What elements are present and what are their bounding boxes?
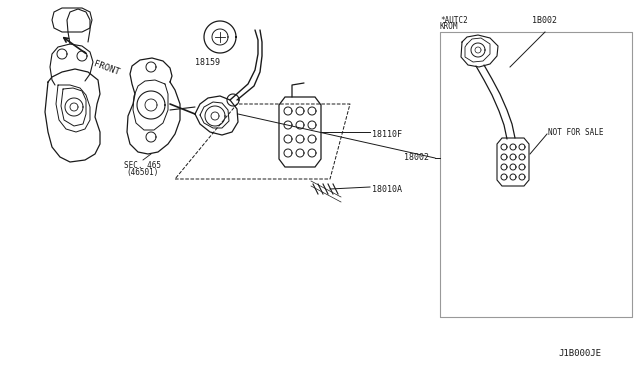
Text: (46501): (46501)	[127, 167, 159, 176]
Text: 18159: 18159	[195, 58, 221, 67]
Text: NOT FOR SALE: NOT FOR SALE	[548, 128, 604, 137]
Text: FRONT: FRONT	[92, 59, 120, 77]
Text: 18010A: 18010A	[372, 185, 402, 193]
Text: KROM: KROM	[440, 22, 458, 31]
Text: SEC. 465: SEC. 465	[125, 160, 161, 170]
Text: J1B000JE: J1B000JE	[559, 350, 602, 359]
Text: *AUTC2: *AUTC2	[440, 16, 468, 25]
Text: 18110F: 18110F	[372, 129, 402, 138]
Text: 18002: 18002	[404, 153, 429, 162]
Text: 1B002: 1B002	[532, 16, 557, 25]
